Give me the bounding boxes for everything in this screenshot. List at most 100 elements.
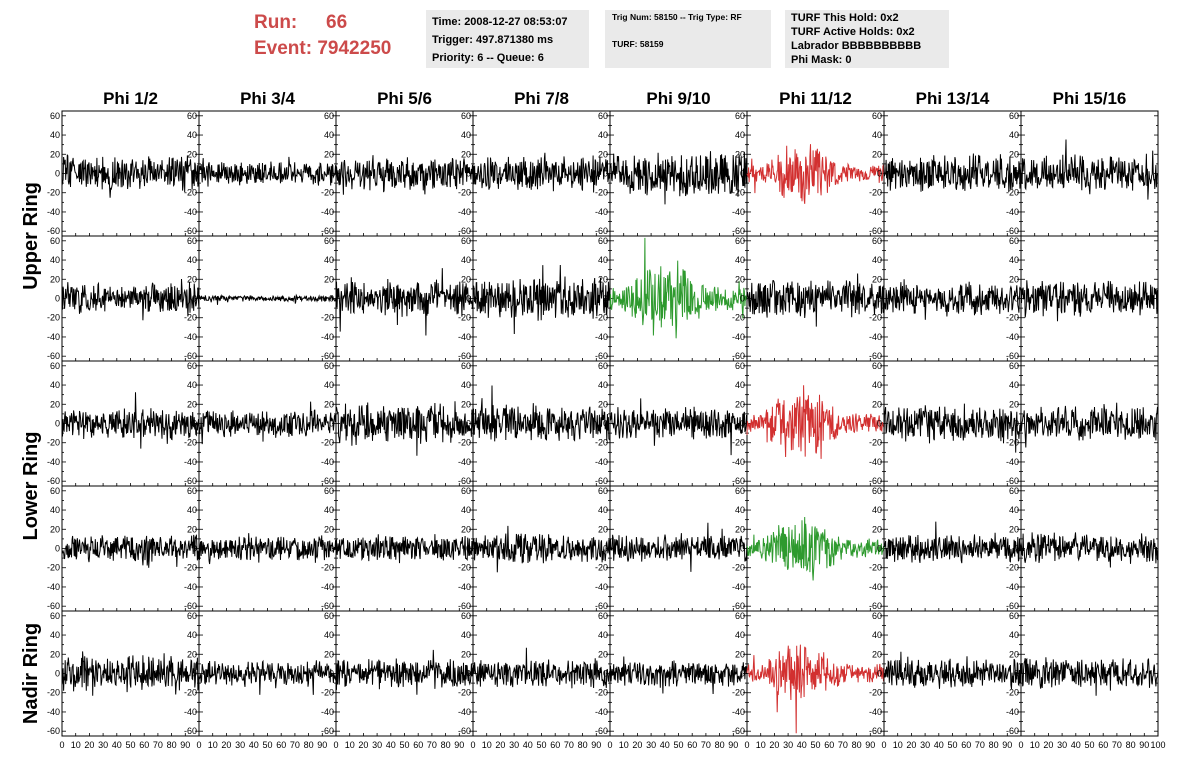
waveform-trace [335, 268, 474, 336]
run-line: Run: 66 [254, 10, 391, 36]
y-tick-label: -60 [184, 476, 197, 486]
y-tick-label: -60 [1006, 601, 1019, 611]
y-tick-label: 20 [187, 274, 197, 284]
x-tick-label: 0 [470, 740, 475, 750]
waveform-trace [198, 401, 337, 445]
waveform-panel: 60 40 20 0 -20 -40 -60 [47, 610, 200, 737]
x-tick-label: 70 [290, 740, 300, 750]
y-tick-label: 20 [1009, 649, 1019, 659]
y-tick-label: 40 [324, 380, 334, 390]
y-tick-label: 60 [735, 111, 745, 121]
y-tick-label: 60 [461, 486, 471, 496]
x-tick-label: 0 [196, 740, 201, 750]
y-tick-label: -60 [458, 226, 471, 236]
y-tick-label: 60 [461, 611, 471, 621]
y-tick-label: 60 [187, 236, 197, 246]
x-tick-label: 60 [687, 740, 697, 750]
x-tick-label: 50 [125, 740, 135, 750]
x-tick-label: 20 [906, 740, 916, 750]
waveform-trace [198, 659, 337, 695]
y-tick-label: 20 [461, 149, 471, 159]
y-tick-label: -20 [869, 563, 882, 573]
y-tick-label: -20 [732, 188, 745, 198]
y-tick-label: 60 [735, 486, 745, 496]
y-tick-label: 20 [50, 524, 60, 534]
turf-hold-text: TURF This Hold: 0x2 [791, 12, 899, 24]
x-tick-label: 70 [1112, 740, 1122, 750]
y-tick-label: 60 [1009, 486, 1019, 496]
y-tick-label: -40 [869, 707, 882, 717]
y-tick-label: 0 [466, 169, 471, 179]
waveform-trace [883, 403, 1022, 453]
y-tick-label: 0 [740, 419, 745, 429]
x-tick-label: 10 [208, 740, 218, 750]
trigger-text: Trigger: 497.871380 ms [432, 34, 554, 46]
waveform-trace [1020, 402, 1159, 448]
column-header: Phi 1/2 [103, 89, 158, 108]
y-tick-label: -60 [321, 351, 334, 361]
y-tick-label: 20 [324, 274, 334, 284]
y-tick-label: -40 [321, 332, 334, 342]
waveform-panel: 60 40 20 0 -20 -40 -60 [595, 235, 748, 362]
y-tick-label: 20 [872, 274, 882, 284]
y-tick-label: -60 [321, 726, 334, 736]
y-tick-label: -60 [1006, 726, 1019, 736]
y-tick-label: 60 [1009, 611, 1019, 621]
waveform-panel: 60 40 20 0 -20 -40 -60 [732, 360, 885, 487]
x-tick-label: 20 [495, 740, 505, 750]
y-tick-label: 40 [187, 505, 197, 515]
y-tick-label: -20 [458, 563, 471, 573]
x-tick-label: 80 [1126, 740, 1136, 750]
y-tick-label: -20 [458, 688, 471, 698]
y-tick-label: -40 [732, 332, 745, 342]
y-tick-label: 40 [50, 130, 60, 140]
waveform-panel: 60 40 20 0 -20 -40 -60 [1006, 485, 1159, 612]
y-tick-label: -40 [47, 457, 60, 467]
y-tick-label: -20 [869, 313, 882, 323]
y-tick-label: -20 [595, 563, 608, 573]
y-tick-label: 40 [735, 505, 745, 515]
ring-label: Lower Ring [20, 432, 42, 541]
waveform-trace [746, 385, 885, 459]
y-tick-label: 40 [324, 630, 334, 640]
y-tick-label: 0 [466, 544, 471, 554]
y-tick-label: 0 [603, 544, 608, 554]
waveform-panel: 60 40 20 0 -20 -40 -60 [184, 360, 337, 487]
y-tick-label: 60 [324, 361, 334, 371]
x-tick-label: 70 [975, 740, 985, 750]
y-tick-label: 60 [1009, 361, 1019, 371]
y-tick-label: 60 [50, 236, 60, 246]
y-tick-label: 0 [192, 669, 197, 679]
x-tick-label: 0 [607, 740, 612, 750]
y-tick-label: -20 [595, 188, 608, 198]
x-tick-label: 80 [441, 740, 451, 750]
waveform-panel: 60 40 20 0 -20 -40 -60 [732, 610, 885, 737]
y-tick-label: 40 [598, 505, 608, 515]
y-tick-label: 40 [735, 380, 745, 390]
y-tick-label: 40 [461, 505, 471, 515]
x-tick-label: 30 [783, 740, 793, 750]
y-tick-label: -60 [47, 601, 60, 611]
y-tick-label: -40 [47, 332, 60, 342]
y-tick-label: -40 [595, 332, 608, 342]
waveform-panel: 60 40 20 0 -20 -40 -60 [869, 360, 1022, 487]
y-tick-label: -60 [184, 726, 197, 736]
y-tick-label: -20 [458, 313, 471, 323]
waveform-trace [883, 521, 1022, 564]
waveform-trace [198, 156, 337, 187]
y-tick-label: -60 [184, 601, 197, 611]
y-tick-label: -60 [732, 476, 745, 486]
y-tick-label: 60 [1009, 111, 1019, 121]
waveform-panel: 60 40 20 0 -20 -40 -60 [47, 110, 200, 237]
y-tick-label: 20 [872, 649, 882, 659]
y-tick-label: 20 [1009, 524, 1019, 534]
y-tick-label: 0 [603, 169, 608, 179]
x-tick-label: 80 [989, 740, 999, 750]
x-tick-label: 10 [345, 740, 355, 750]
x-tick-label: 40 [934, 740, 944, 750]
waveform-trace [61, 278, 200, 321]
y-tick-label: 60 [872, 236, 882, 246]
y-tick-label: -60 [321, 601, 334, 611]
y-tick-label: -60 [184, 226, 197, 236]
y-tick-label: 0 [329, 544, 334, 554]
